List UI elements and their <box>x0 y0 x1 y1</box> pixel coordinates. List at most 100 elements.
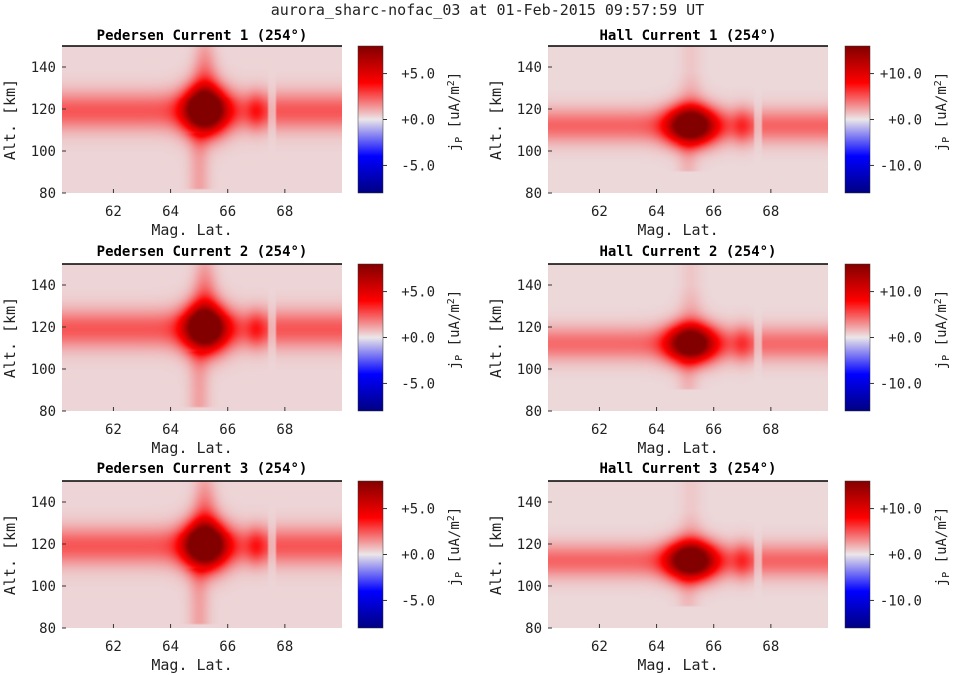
x-axis-label: Mag. Lat. <box>151 656 232 674</box>
panel-5: Pedersen Current 3 (254°) 62 64 66 68 80 100 12… <box>1 461 465 674</box>
x-tick-label: 68 <box>762 204 779 220</box>
heatmap-image <box>62 46 342 193</box>
x-tick-label: 64 <box>162 422 179 438</box>
x-tick-label: 68 <box>762 639 779 655</box>
panel-title: Hall Current 1 (254°) <box>599 28 776 44</box>
x-tick-label: 66 <box>219 204 236 220</box>
y-tick-label: 120 <box>517 537 542 553</box>
y-tick-label: 140 <box>517 495 542 511</box>
x-tick-label: 64 <box>162 639 179 655</box>
colorbar-tick-label: -10.0 <box>880 593 922 609</box>
panel-title: Hall Current 2 (254°) <box>599 244 776 260</box>
y-axis-label: Alt. [km] <box>487 514 505 595</box>
panel-title: Hall Current 3 (254°) <box>599 461 776 477</box>
y-tick-label: 120 <box>31 320 56 336</box>
panel-3: Pedersen Current 2 (254°) 62 64 66 68 80 100 12… <box>1 244 465 457</box>
y-tick-label: 120 <box>517 102 542 118</box>
x-tick-label: 64 <box>162 204 179 220</box>
y-tick-label: 140 <box>31 495 56 511</box>
x-tick-label: 62 <box>105 204 122 220</box>
x-tick-label: 68 <box>276 639 293 655</box>
panel-1: Pedersen Current 1 (254°) 62 64 66 68 80 100 12… <box>1 28 465 239</box>
colorbar-tick-label: +5.0 <box>401 67 435 83</box>
heatmap-image <box>548 481 828 628</box>
colorbar-tick-label: -5.0 <box>401 158 435 174</box>
x-tick-label: 62 <box>591 422 608 438</box>
heatmap-image <box>62 481 342 628</box>
y-axis-label: Alt. [km] <box>1 297 19 378</box>
heatmap-image <box>548 264 828 411</box>
x-tick-label: 66 <box>219 639 236 655</box>
colorbar-label: jP [uA/m2] <box>933 72 952 152</box>
x-tick-label: 68 <box>276 204 293 220</box>
y-tick-label: 80 <box>525 404 542 420</box>
colorbar-label: jP [uA/m2] <box>446 507 465 587</box>
colorbar-tick-label: +0.0 <box>401 331 435 347</box>
colorbar <box>357 45 384 194</box>
x-tick-label: 62 <box>591 639 608 655</box>
x-tick-label: 68 <box>276 422 293 438</box>
colorbar-tick-label: -5.0 <box>401 376 435 392</box>
y-tick-label: 120 <box>31 102 56 118</box>
colorbar-tick-label: +5.0 <box>401 502 435 518</box>
x-tick-label: 62 <box>105 639 122 655</box>
colorbar <box>844 263 871 412</box>
panel-6: Hall Current 3 (254°) 62 64 66 68 80 100 120 140… <box>487 461 952 674</box>
colorbar-tick-label: +10.0 <box>880 285 922 301</box>
x-axis-label: Mag. Lat. <box>637 656 718 674</box>
y-tick-label: 100 <box>31 579 56 595</box>
x-axis-label: Mag. Lat. <box>637 439 718 457</box>
y-axis-label: Alt. [km] <box>487 297 505 378</box>
panel-title: Pedersen Current 1 (254°) <box>97 28 308 44</box>
y-tick-label: 80 <box>39 186 56 202</box>
y-axis-label: Alt. [km] <box>1 79 19 160</box>
colorbar-label: jP [uA/m2] <box>933 507 952 587</box>
colorbar <box>844 480 871 629</box>
colorbar-tick-label: +5.0 <box>401 285 435 301</box>
panel-title: Pedersen Current 3 (254°) <box>97 461 308 477</box>
colorbar <box>357 263 384 412</box>
colorbar-tick-label: +10.0 <box>880 502 922 518</box>
x-tick-label: 64 <box>648 639 665 655</box>
x-tick-label: 62 <box>105 422 122 438</box>
y-tick-label: 140 <box>517 278 542 294</box>
y-tick-label: 100 <box>517 144 542 160</box>
y-tick-label: 140 <box>517 60 542 76</box>
colorbar-label: jP [uA/m2] <box>446 72 465 152</box>
y-axis-label: Alt. [km] <box>1 514 19 595</box>
x-tick-label: 66 <box>705 639 722 655</box>
y-tick-label: 80 <box>39 621 56 637</box>
colorbar <box>357 480 384 629</box>
panel-4: Hall Current 2 (254°) 62 64 66 68 80 100 120 140… <box>487 244 952 457</box>
figure-title: aurora_sharc-nofac_03 at 01-Feb-2015 09:… <box>270 1 705 19</box>
colorbar-label: jP [uA/m2] <box>446 290 465 370</box>
colorbar-tick-label: -5.0 <box>401 593 435 609</box>
colorbar-tick-label: -10.0 <box>880 376 922 392</box>
x-tick-label: 64 <box>648 204 665 220</box>
panel-title: Pedersen Current 2 (254°) <box>97 244 308 260</box>
y-tick-label: 100 <box>517 362 542 378</box>
x-axis-label: Mag. Lat. <box>151 221 232 239</box>
panel-2: Hall Current 1 (254°) 62 64 66 68 80 100 120 140… <box>487 28 952 239</box>
colorbar-tick-label: +0.0 <box>888 548 922 564</box>
colorbar-tick-label: +0.0 <box>401 548 435 564</box>
y-tick-label: 80 <box>39 404 56 420</box>
x-tick-label: 68 <box>762 422 779 438</box>
y-tick-label: 80 <box>525 186 542 202</box>
colorbar-tick-label: -10.0 <box>880 158 922 174</box>
y-tick-label: 80 <box>525 621 542 637</box>
colorbar-tick-label: +10.0 <box>880 67 922 83</box>
heatmap-image <box>548 46 828 193</box>
colorbar-label: jP [uA/m2] <box>933 290 952 370</box>
y-tick-label: 100 <box>31 144 56 160</box>
x-axis-label: Mag. Lat. <box>151 439 232 457</box>
x-tick-label: 66 <box>705 204 722 220</box>
x-tick-label: 64 <box>648 422 665 438</box>
y-tick-label: 140 <box>31 278 56 294</box>
y-tick-label: 140 <box>31 60 56 76</box>
y-axis-label: Alt. [km] <box>487 79 505 160</box>
heatmap-image <box>62 264 342 411</box>
y-tick-label: 120 <box>517 320 542 336</box>
y-tick-label: 100 <box>517 579 542 595</box>
